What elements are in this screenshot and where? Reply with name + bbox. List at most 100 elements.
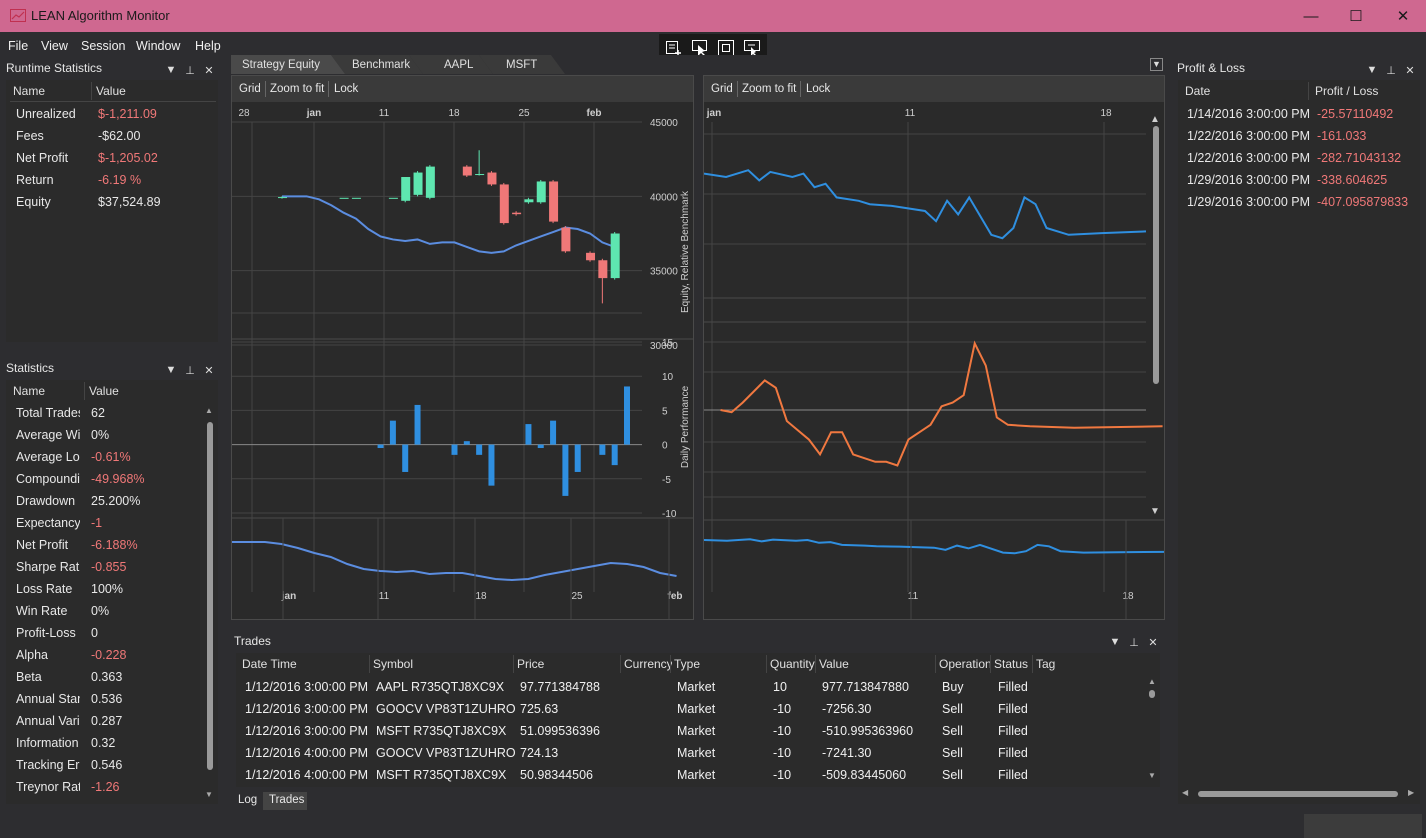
tab-strategy-equity[interactable]: Strategy Equity — [242, 59, 320, 71]
navigator-line — [704, 538, 1164, 555]
close-button[interactable]: ✕ — [1396, 8, 1410, 25]
pin-icon[interactable]: ⊥ — [185, 364, 195, 377]
left-chart-canvas[interactable]: 28 jan 11 18 25 feb 45000 40000 35000 30000 Equity… — [232, 102, 693, 619]
candle-body — [549, 181, 559, 222]
close-icon[interactable]: ✕ — [1405, 64, 1415, 77]
menu-help[interactable]: Help — [195, 39, 221, 53]
col-name[interactable]: Name — [13, 384, 46, 398]
stat-name: Information Ratio — [16, 736, 80, 750]
navigator-tick-label: 11 — [908, 591, 919, 602]
menu-file[interactable]: File — [8, 39, 29, 53]
grid-button[interactable]: Grid — [711, 83, 733, 95]
stat-value: -0.855 — [91, 560, 127, 574]
runtime-stats-grid: Name Value Unrealized $-1,211.09 Fees -$62.… — [6, 80, 218, 342]
zoom-to-fit-button[interactable]: Zoom to fit — [742, 83, 797, 95]
stat-value: 0.546 — [91, 758, 123, 772]
stat-value: 0 — [91, 626, 98, 640]
scroll-thumb[interactable] — [1198, 791, 1398, 797]
strategy-equity-chart-panel: Grid Zoom to fit Lock 28 jan 11 18 25 feb 4500… — [231, 75, 694, 620]
stat-name: Return — [16, 173, 54, 187]
col-name[interactable]: Name — [13, 84, 46, 98]
connect-session-icon[interactable] — [743, 39, 761, 57]
pl-date: 1/29/2016 3:00:00 PM — [1187, 195, 1311, 209]
col-operation[interactable]: Operation — [939, 657, 991, 671]
trade-cell: -510.995363960 — [822, 724, 914, 738]
statistics-scrollbar[interactable]: ▲ ▼ — [205, 406, 213, 799]
daily-perf-bar — [574, 444, 581, 472]
candle-body — [610, 233, 620, 279]
profit-loss-hscrollbar[interactable]: ◀ ▶ — [1182, 788, 1415, 797]
col-currency[interactable]: Currency — [624, 657, 672, 671]
grid-button[interactable]: Grid — [239, 83, 261, 95]
col-type[interactable]: Type — [674, 657, 701, 671]
status-grip — [1304, 814, 1422, 838]
tab-benchmark[interactable]: Benchmark — [352, 59, 411, 71]
y-tick-label: 30000 — [650, 341, 678, 352]
pl-date: 1/29/2016 3:00:00 PM — [1187, 173, 1311, 187]
col-symbol[interactable]: Symbol — [373, 657, 414, 671]
pin-icon[interactable]: ⊥ — [1386, 64, 1396, 77]
lock-button[interactable]: Lock — [334, 83, 359, 95]
trade-cell: Sell — [942, 768, 963, 782]
col-profit-loss[interactable]: Profit / Loss — [1315, 84, 1379, 98]
trade-cell: 1/12/2016 3:00:00 PM — [245, 702, 369, 716]
tab-trades[interactable]: Trades — [263, 792, 307, 810]
col-status[interactable]: Status — [994, 657, 1029, 671]
close-icon[interactable]: ✕ — [1148, 636, 1158, 649]
scroll-thumb[interactable] — [207, 422, 213, 770]
trade-cell: Market — [677, 724, 716, 738]
col-price[interactable]: Price — [517, 657, 545, 671]
chart-toolbar: Grid Zoom to fit Lock — [704, 76, 1164, 102]
candle-body — [499, 184, 509, 224]
y-axis-label: Daily Performance — [680, 385, 691, 468]
tab-list-dropdown-icon[interactable]: ▼ — [1150, 58, 1163, 71]
pl-date: 1/14/2016 3:00:00 PM — [1187, 107, 1311, 121]
tab-aapl[interactable]: AAPL — [444, 59, 474, 71]
col-quantity[interactable]: Quantity — [770, 657, 815, 671]
close-icon[interactable]: ✕ — [204, 64, 214, 77]
right-chart-canvas[interactable]: jan 11 18 ▲ ▼ 11 18 — [704, 102, 1164, 619]
navigator-tick-label: 18 — [475, 591, 487, 602]
pin-icon[interactable]: ⊥ — [1129, 636, 1139, 649]
menu-session[interactable]: Session — [81, 39, 126, 53]
col-value[interactable]: Value — [89, 384, 119, 398]
trade-cell: -7241.30 — [822, 746, 872, 760]
navigator-tick-label: jan — [281, 591, 296, 602]
close-icon[interactable]: ✕ — [204, 364, 214, 377]
dropdown-icon[interactable]: ▼ — [1366, 64, 1378, 76]
menu-window[interactable]: Window — [136, 39, 181, 53]
trade-cell: Market — [677, 746, 716, 760]
scroll-thumb[interactable] — [1153, 126, 1159, 384]
dropdown-icon[interactable]: ▼ — [1109, 636, 1121, 648]
scroll-up-icon[interactable]: ▲ — [1150, 114, 1160, 125]
trade-cell: 51.099536396 — [520, 724, 600, 738]
minimize-button[interactable]: — — [1303, 7, 1319, 25]
select-pointer-icon[interactable] — [691, 39, 709, 57]
zoom-to-fit-button[interactable]: Zoom to fit — [270, 83, 325, 95]
col-date[interactable]: Date — [1185, 84, 1211, 98]
tab-log[interactable]: Log — [234, 792, 260, 810]
trade-cell: Sell — [942, 702, 963, 716]
menu-view[interactable]: View — [41, 39, 68, 53]
tab-msft[interactable]: MSFT — [506, 59, 538, 71]
candle-body — [462, 166, 472, 176]
stat-value: -6.19 % — [98, 173, 142, 187]
scroll-down-icon[interactable]: ▼ — [1150, 506, 1160, 517]
trade-cell: -10 — [773, 724, 792, 738]
stat-value: $-1,211.09 — [98, 107, 157, 121]
lock-button[interactable]: Lock — [806, 83, 831, 95]
pin-icon[interactable]: ⊥ — [185, 64, 195, 77]
trade-cell: 1/12/2016 3:00:00 PM — [245, 724, 369, 738]
col-value[interactable]: Value — [96, 84, 126, 98]
stat-value: 0.32 — [91, 736, 116, 750]
trade-cell: 10 — [773, 680, 787, 694]
trade-cell: -509.83445060 — [822, 768, 907, 782]
maximize-button[interactable]: ☐ — [1349, 8, 1363, 25]
scroll-thumb[interactable] — [1149, 690, 1155, 698]
col-value[interactable]: Value — [819, 657, 849, 671]
col-tag[interactable]: Tag — [1036, 657, 1056, 671]
dropdown-icon[interactable]: ▼ — [165, 364, 177, 376]
col-date-time[interactable]: Date Time — [242, 657, 297, 671]
dropdown-icon[interactable]: ▼ — [165, 64, 177, 76]
trades-scrollbar[interactable]: ▲ ▼ — [1148, 677, 1156, 780]
